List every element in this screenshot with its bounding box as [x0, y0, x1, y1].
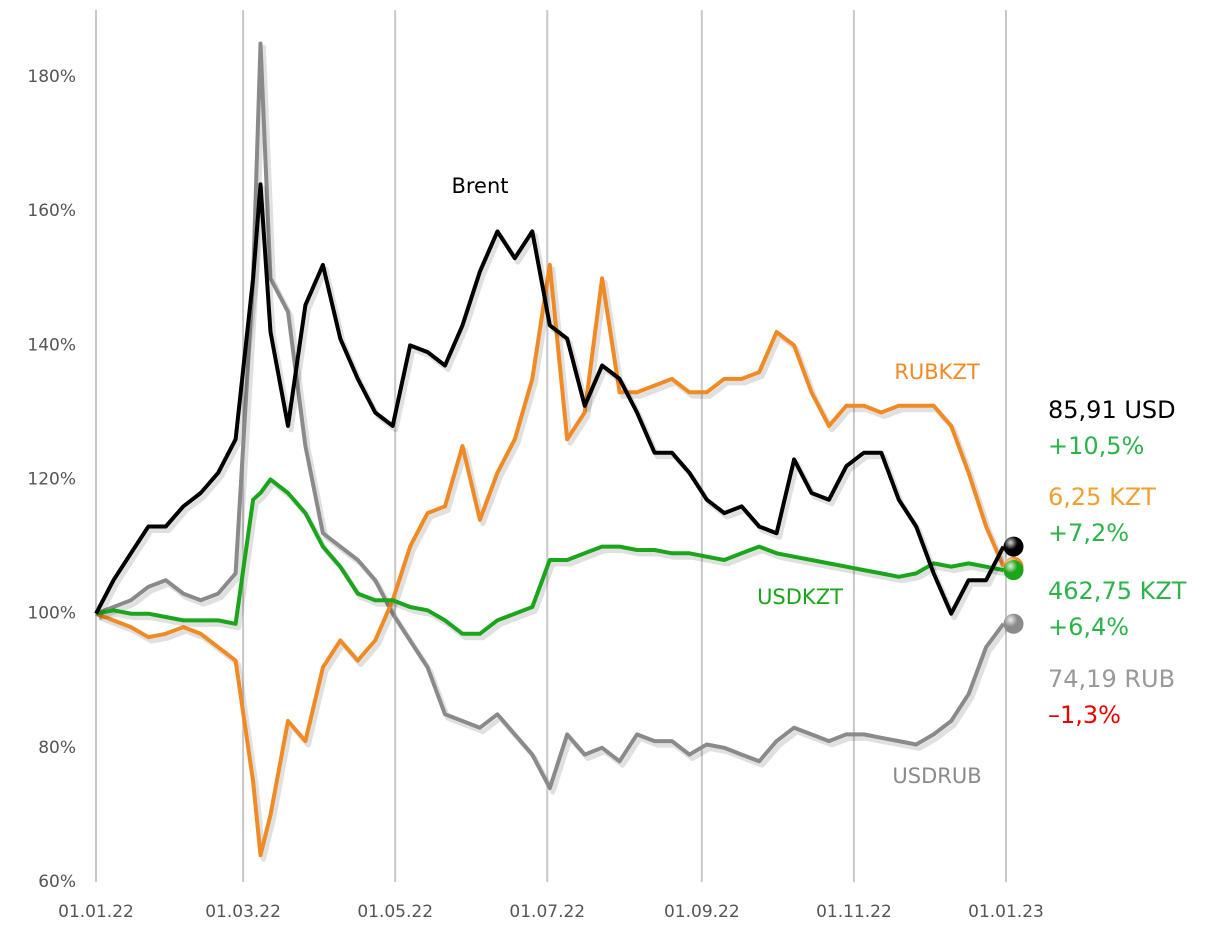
x-tick-label: 01.07.22 [509, 902, 585, 922]
y-tick-label: 60% [38, 872, 76, 892]
y-tick-label: 120% [27, 470, 76, 490]
end-dot-shine [1003, 613, 1024, 634]
series-name: RUBKZT [894, 360, 980, 384]
end-change: +6,4% [1048, 613, 1129, 641]
series-line [95, 41, 1006, 791]
end-value: 6,25 KZT [1048, 483, 1156, 511]
x-tick-label: 01.11.22 [816, 902, 892, 922]
end-value: 74,19 RUB [1048, 665, 1175, 693]
x-tick-label: 01.05.22 [357, 902, 433, 922]
x-tick-label: 01.01.23 [968, 902, 1044, 922]
series-shadow [96, 185, 1009, 621]
end-value: 85,91 USD [1048, 396, 1176, 424]
series-line [95, 477, 1004, 636]
series-shadow [98, 45, 1009, 795]
x-tick-label: 01.01.22 [58, 902, 134, 922]
end-value: 462,75 KZT [1048, 577, 1187, 605]
series-name: USDKZT [757, 585, 843, 609]
x-tick-label: 01.09.22 [664, 902, 740, 922]
series-shadow [98, 266, 1009, 862]
y-tick-label: 140% [27, 335, 76, 355]
series-line [95, 262, 1006, 858]
y-tick-label: 100% [27, 604, 76, 624]
end-change: +7,2% [1048, 519, 1129, 547]
y-tick-label: 160% [27, 201, 76, 221]
end-dot-shine [1003, 536, 1024, 557]
end-dot-shine [1003, 560, 1024, 581]
series-name: Brent [451, 174, 508, 198]
y-tick-label: 80% [38, 738, 76, 758]
series-line [94, 182, 1006, 616]
x-tick-label: 01.03.22 [205, 902, 281, 922]
end-change: +10,5% [1048, 432, 1144, 460]
y-tick-label: 180% [27, 67, 76, 87]
series-shadow [98, 481, 1007, 641]
end-change: –1,3% [1048, 701, 1121, 729]
series-name: USDRUB [892, 764, 981, 788]
